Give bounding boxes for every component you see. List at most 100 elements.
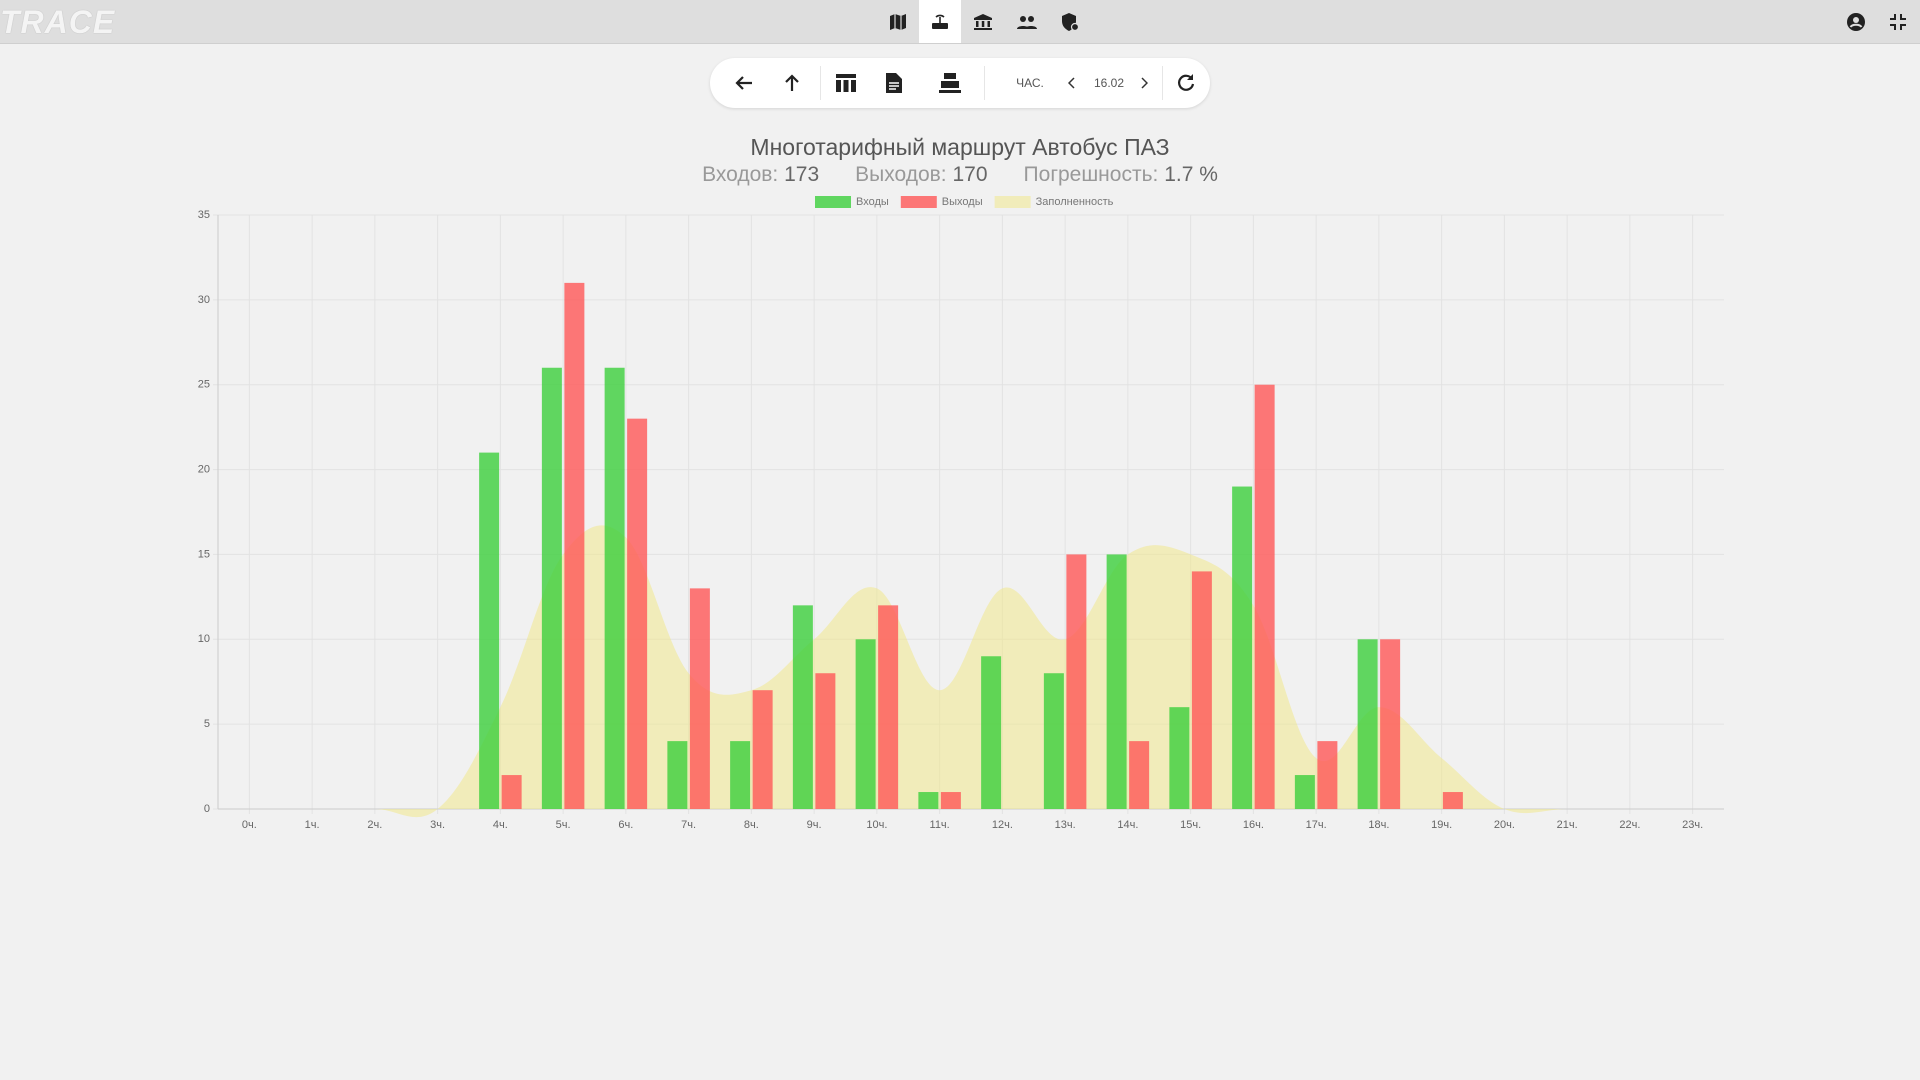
legend-label: Выходы	[942, 196, 983, 208]
stat-value: 1.7	[1164, 163, 1194, 186]
back-button[interactable]	[724, 58, 764, 108]
x-tick-label: 22ч.	[1619, 819, 1640, 831]
router-tab[interactable]	[919, 0, 961, 43]
bar	[1066, 554, 1087, 809]
refresh-button[interactable]	[1166, 58, 1206, 108]
security-tab[interactable]	[1049, 0, 1091, 43]
x-tick-label: 16ч.	[1243, 819, 1264, 831]
area-group	[249, 525, 1693, 818]
prev-date[interactable]	[1062, 58, 1082, 108]
x-tick-label: 8ч.	[744, 819, 759, 831]
bar	[1043, 673, 1064, 809]
stat: Выходов: 170	[855, 163, 987, 186]
x-tick-label: 4ч.	[493, 819, 508, 831]
bar	[1254, 384, 1275, 809]
x-tick-label: 6ч.	[618, 819, 633, 831]
account-button[interactable]	[1835, 0, 1877, 43]
x-tick-label: 0ч.	[242, 819, 257, 831]
bar	[1442, 792, 1463, 809]
legend-swatch	[900, 196, 937, 208]
stat: Входов: 173	[702, 163, 819, 186]
bar	[792, 605, 813, 809]
y-tick-label: 5	[204, 718, 210, 730]
x-tick-label: 18ч.	[1368, 819, 1389, 831]
occupancy-area	[249, 525, 1693, 818]
bar	[730, 741, 751, 809]
stat-label: Погрешность:	[1023, 163, 1159, 186]
bar	[752, 690, 773, 809]
bar	[667, 741, 688, 809]
y-tick-label: 20	[198, 463, 210, 475]
x-tick-label: 17ч.	[1306, 819, 1327, 831]
bar	[1129, 741, 1150, 809]
x-tick-label: 20ч.	[1494, 819, 1515, 831]
legend-label: Заполненность	[1036, 196, 1114, 208]
x-tick-label: 5ч.	[556, 819, 571, 831]
x-tick-label: 2ч.	[367, 819, 382, 831]
x-tick-label: 12ч.	[992, 819, 1013, 831]
bar	[1169, 707, 1190, 809]
x-tick-label: 19ч.	[1431, 819, 1452, 831]
bar	[1191, 571, 1212, 809]
bar	[918, 792, 939, 809]
bar	[479, 452, 500, 809]
x-tick-label: 21ч.	[1557, 819, 1578, 831]
y-tick-label: 25	[198, 379, 210, 391]
x-tick-label: 13ч.	[1055, 819, 1076, 831]
x-tick-label: 14ч.	[1117, 819, 1138, 831]
bar	[564, 282, 585, 809]
bank-tab[interactable]	[962, 0, 1004, 43]
chart-title: Многотарифный маршрут Автобус ПАЗ	[750, 134, 1170, 160]
legend-swatch	[815, 196, 851, 208]
x-tick-label: 10ч.	[866, 819, 887, 831]
x-tick-label: 9ч.	[807, 819, 822, 831]
bar	[1294, 775, 1315, 809]
exit-fullscreen-button[interactable]	[1877, 0, 1919, 43]
bar	[1317, 741, 1338, 809]
bar	[815, 673, 836, 809]
bar	[689, 588, 710, 809]
people-tab[interactable]	[1006, 0, 1048, 43]
x-tick-label: 23ч.	[1682, 819, 1703, 831]
y-tick-label: 10	[198, 633, 210, 645]
document-button[interactable]	[874, 58, 914, 108]
x-tick-label: 7ч.	[681, 819, 696, 831]
bar	[501, 775, 522, 809]
bar	[627, 418, 648, 809]
bar	[1232, 486, 1253, 809]
bar	[1357, 639, 1378, 809]
interval-mode[interactable]: ЧАС.	[1016, 76, 1044, 90]
bar	[940, 792, 961, 809]
table-button[interactable]	[826, 58, 866, 108]
x-tick-label: 3ч.	[430, 819, 445, 831]
stats: Входов: 173 Выходов: 170 Погрешность: 1.7 …	[0, 163, 1920, 187]
date[interactable]: 16.02	[1093, 76, 1125, 90]
map-tab[interactable]	[877, 0, 919, 43]
toolbar: ЧАС. 16.02	[710, 58, 1210, 108]
stat: Погрешность: 1.7 %	[1024, 163, 1218, 186]
cash-register-button[interactable]	[928, 58, 972, 108]
top-bar: TRACE	[0, 0, 1920, 44]
logo: TRACE	[0, 4, 116, 40]
bar	[981, 656, 1002, 809]
x-tick-label: 11ч.	[930, 819, 950, 831]
y-tick-label: 0	[204, 803, 210, 815]
y-tick-label: 15	[198, 548, 210, 560]
stat-label: Входов:	[702, 163, 779, 186]
y-tick-label: 30	[198, 294, 210, 306]
up-button[interactable]	[772, 58, 812, 108]
stat-value: 170	[952, 163, 988, 186]
x-tick-label: 15ч.	[1180, 819, 1201, 831]
x-tick-label: 1ч.	[305, 819, 320, 831]
bar	[855, 639, 876, 809]
bar	[878, 605, 899, 809]
legend-swatch	[994, 196, 1031, 208]
stat-value: 173	[784, 163, 820, 186]
stat-unit: %	[1199, 163, 1218, 186]
bar	[604, 367, 625, 809]
stat-label: Выходов:	[855, 163, 947, 186]
bar	[1106, 554, 1127, 809]
chart: Входы Выходы Заполненность 0 5 10 15 20 25 30 35 0ч…	[198, 196, 1724, 831]
next-date[interactable]	[1134, 58, 1154, 108]
